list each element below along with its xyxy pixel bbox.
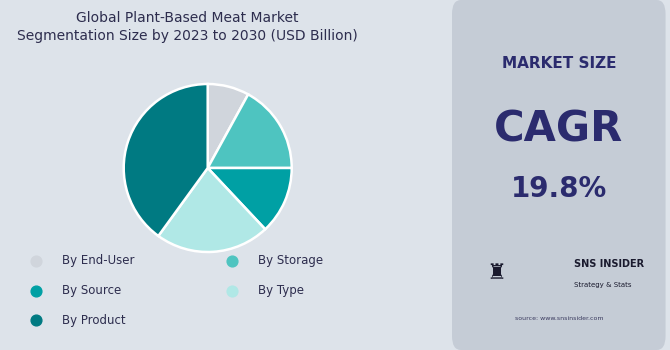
Wedge shape xyxy=(208,94,291,168)
Text: Strategy & Stats: Strategy & Stats xyxy=(574,282,632,288)
Text: Global Plant-Based Meat Market
Segmentation Size by 2023 to 2030 (USD Billion): Global Plant-Based Meat Market Segmentat… xyxy=(17,10,358,43)
Text: By Product: By Product xyxy=(62,314,126,327)
Text: By Storage: By Storage xyxy=(259,254,324,267)
FancyBboxPatch shape xyxy=(452,0,665,350)
Wedge shape xyxy=(208,168,291,229)
Point xyxy=(30,258,41,264)
Point xyxy=(226,258,237,264)
Text: 19.8%: 19.8% xyxy=(511,175,607,203)
Wedge shape xyxy=(208,84,248,168)
Wedge shape xyxy=(158,168,265,252)
Text: SNS INSIDER: SNS INSIDER xyxy=(574,259,645,269)
Point xyxy=(30,317,41,323)
Text: MARKET SIZE: MARKET SIZE xyxy=(502,56,616,70)
Text: By Type: By Type xyxy=(259,284,304,297)
Point xyxy=(30,288,41,293)
Text: source: www.snsinsider.com: source: www.snsinsider.com xyxy=(515,316,603,321)
Text: ♜: ♜ xyxy=(486,263,507,283)
Wedge shape xyxy=(124,84,208,236)
Text: CAGR: CAGR xyxy=(494,108,623,150)
Text: By End-User: By End-User xyxy=(62,254,135,267)
Point xyxy=(226,288,237,293)
Text: By Source: By Source xyxy=(62,284,122,297)
